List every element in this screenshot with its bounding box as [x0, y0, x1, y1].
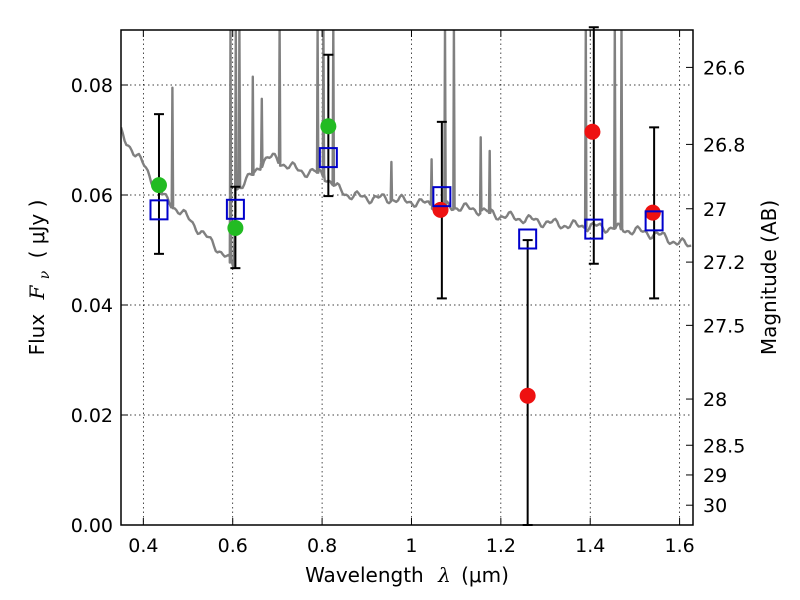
y2-axis-label: Magnitude (AB)	[757, 200, 781, 355]
y2-tick-label: 27.5	[703, 315, 745, 337]
x-axis-label-text: Wavelength	[305, 563, 424, 587]
y2-tick-label: 27	[703, 199, 727, 221]
y2-tick-label: 27.2	[703, 252, 745, 274]
y-tick-label: 0.08	[71, 75, 113, 97]
y-tick-label: 0.06	[71, 185, 113, 207]
x-tick-label: 1.6	[664, 535, 694, 557]
y-axis-label: Flux F ν ( μJy )	[25, 200, 54, 356]
x-tick-label: 0.8	[307, 535, 337, 557]
y-axis-label-symbol: F	[25, 284, 49, 300]
x-axis-label-unit: (μm)	[461, 563, 509, 587]
model-square	[149, 199, 169, 221]
model-square	[584, 218, 604, 240]
marks-layer	[149, 26, 664, 526]
x-axis-label-symbol: λ	[437, 563, 451, 587]
upper-point	[584, 123, 601, 140]
spectrum-line	[121, 30, 692, 270]
x-tick-label: 1	[405, 535, 417, 557]
upper-point	[644, 204, 661, 221]
y-axis-label-text: Flux	[25, 314, 49, 356]
upper-point	[432, 201, 449, 218]
x-tick-label: 1.4	[575, 535, 605, 557]
model-square	[318, 147, 338, 169]
x-tick-label: 1.2	[486, 535, 516, 557]
x-tick-label: 0.4	[128, 535, 158, 557]
y2-tick-label: 28	[703, 389, 727, 411]
y-tick-label: 0.04	[71, 295, 113, 317]
model-square	[432, 186, 452, 208]
detected-point	[150, 177, 167, 194]
plot-frame	[120, 29, 694, 526]
model-square	[644, 210, 664, 232]
detected-point	[320, 118, 337, 135]
model-square	[225, 198, 245, 220]
y2-tick-label: 28.5	[703, 435, 745, 457]
x-tick-label: 0.6	[218, 535, 248, 557]
y-tick-label: 0.02	[71, 405, 113, 427]
y-tick-label: 0.00	[71, 515, 113, 537]
y2-tick-label: 26.6	[703, 57, 745, 79]
model-square	[518, 228, 538, 250]
y2-tick-label: 30	[703, 495, 727, 517]
detected-point	[227, 220, 244, 236]
spectrum-layer	[121, 30, 692, 270]
ticks-layer: 0.4 0.6 0.8 1 1.2 1.4 1.6 0.00 0.02 0.04 0.06 0.08 2…	[71, 30, 745, 557]
grid-lines	[121, 30, 693, 526]
upper-point	[519, 387, 536, 404]
y-axis-label-unit: ( μJy )	[25, 200, 49, 259]
y2-tick-label: 29	[703, 465, 727, 487]
y-axis-label-subscript: ν	[37, 270, 53, 279]
x-axis-label: Wavelength λ (μm)	[305, 563, 509, 587]
y2-tick-label: 26.8	[703, 134, 745, 156]
